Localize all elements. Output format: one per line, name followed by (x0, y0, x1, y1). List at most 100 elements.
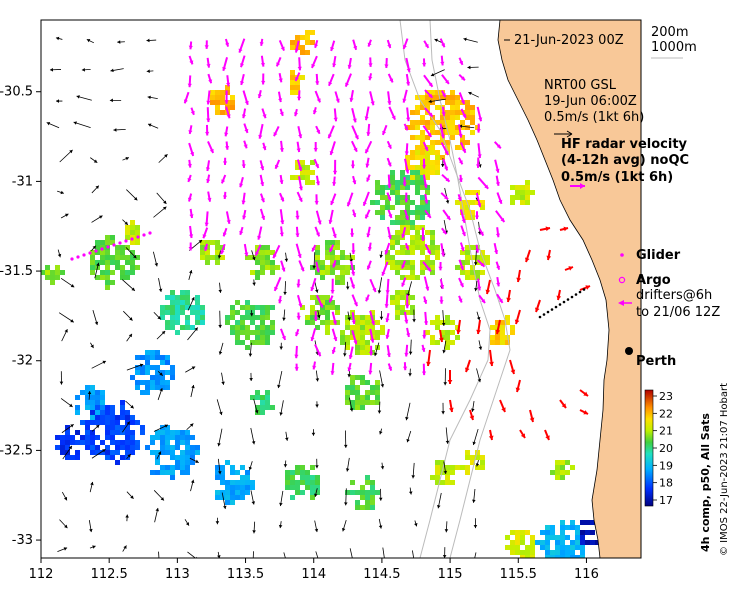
hf-arrow-head (462, 113, 467, 119)
sst-cell (300, 475, 305, 480)
gsl-arrow-head (90, 344, 94, 349)
sst-cell (355, 340, 360, 345)
gsl-arrow-head (63, 496, 68, 501)
hf-arrow-head (365, 214, 369, 219)
hf-arrow-head (428, 112, 433, 117)
sst-cell (185, 465, 190, 470)
sst-cell (125, 410, 130, 415)
sst-cell (195, 315, 200, 320)
sst-cell (325, 300, 330, 305)
sst-cell (325, 330, 330, 335)
sst-cell (165, 385, 170, 390)
sst-cell (435, 325, 440, 330)
sst-cell (165, 370, 170, 375)
sst-cell (185, 445, 190, 450)
sst-cell (60, 435, 65, 440)
sst-cell (365, 380, 370, 385)
sst-cell (180, 435, 185, 440)
sst-cell (385, 200, 390, 205)
sst-cell (265, 305, 270, 310)
sst-cell (565, 470, 570, 475)
gsl-arrow-head (437, 505, 441, 509)
sst-cell (275, 265, 280, 270)
hf-arrow-head (460, 247, 465, 252)
colorbar-tick-label: 19 (659, 459, 673, 472)
sst-cell (400, 310, 405, 315)
gsl-arrow-head (343, 444, 348, 448)
sst-cell (440, 115, 445, 120)
sst-cell (160, 440, 165, 445)
gsl-arrow-head (472, 499, 476, 503)
sst-cell (535, 540, 540, 545)
sst-cell (405, 160, 410, 165)
hf-arrow-head (241, 164, 246, 168)
gsl-arrow-head (56, 99, 60, 103)
sst-cell (415, 150, 420, 155)
sst-cell (550, 535, 555, 540)
sst-cell (180, 465, 185, 470)
sst-cell (385, 205, 390, 210)
sst-cell (200, 315, 205, 320)
sst-cell (565, 560, 570, 565)
sst-cell (150, 450, 155, 455)
sst-cell (155, 385, 160, 390)
sst-cell (335, 255, 340, 260)
sst-cell (185, 470, 190, 475)
gsl-arrow-head (279, 502, 283, 507)
gsl-arrow-head (146, 69, 150, 73)
sst-cell (170, 430, 175, 435)
hf-arrow-head (441, 43, 445, 48)
gsl-arrow-head (380, 384, 385, 388)
hf-arrow-head (495, 168, 500, 173)
hf-arrow-head (281, 335, 286, 340)
sst-cell (270, 320, 275, 325)
hf-arrow-head (387, 196, 392, 201)
sst-cell (430, 90, 435, 95)
sst-cell (305, 30, 310, 35)
hf-arrow-head (406, 333, 411, 337)
sst-cell (180, 460, 185, 465)
colorbar-title: 4h comp, p50, All Sats (699, 413, 712, 552)
sst-cell (160, 430, 165, 435)
gsl-arrow-head (343, 353, 347, 357)
sst-cell (190, 310, 195, 315)
hf-arrow-head (314, 43, 319, 48)
sst-cell (120, 440, 125, 445)
sst-cell (190, 445, 195, 450)
sst-cell (295, 490, 300, 495)
gsl-arrow-head (443, 470, 448, 475)
sst-cell (345, 390, 350, 395)
hf-arrow-head (240, 63, 245, 68)
drifter-arrow-head (456, 329, 461, 334)
sst-cell (355, 500, 360, 505)
sst-cell (465, 260, 470, 265)
sst-cell (175, 465, 180, 470)
sst-cell (85, 400, 90, 405)
sst-cell (415, 205, 420, 210)
hf-arrow-head (477, 286, 482, 291)
sst-cell (220, 255, 225, 260)
sst-cell (205, 255, 210, 260)
hf-arrow-head (310, 337, 315, 341)
hf-arrow-head (330, 200, 335, 205)
hf-arrow-head (484, 184, 489, 189)
sst-cell (295, 80, 300, 85)
sst-cell (335, 305, 340, 310)
sst-cell (465, 115, 470, 120)
hf-arrow-head (295, 76, 299, 81)
sst-cell (450, 120, 455, 125)
gsl-arrow-head (94, 321, 99, 326)
sst-cell (390, 255, 395, 260)
sst-cell (120, 405, 125, 410)
sst-cell (455, 200, 460, 205)
sst-cell (400, 290, 405, 295)
sst-cell (120, 445, 125, 450)
sst-cell (540, 545, 545, 550)
sst-cell (195, 445, 200, 450)
sst-cell (315, 475, 320, 480)
sst-cell (350, 400, 355, 405)
sst-cell (545, 555, 550, 558)
sst-cell (110, 430, 115, 435)
drifter-tracks (426, 226, 591, 441)
sst-cell (150, 470, 155, 475)
